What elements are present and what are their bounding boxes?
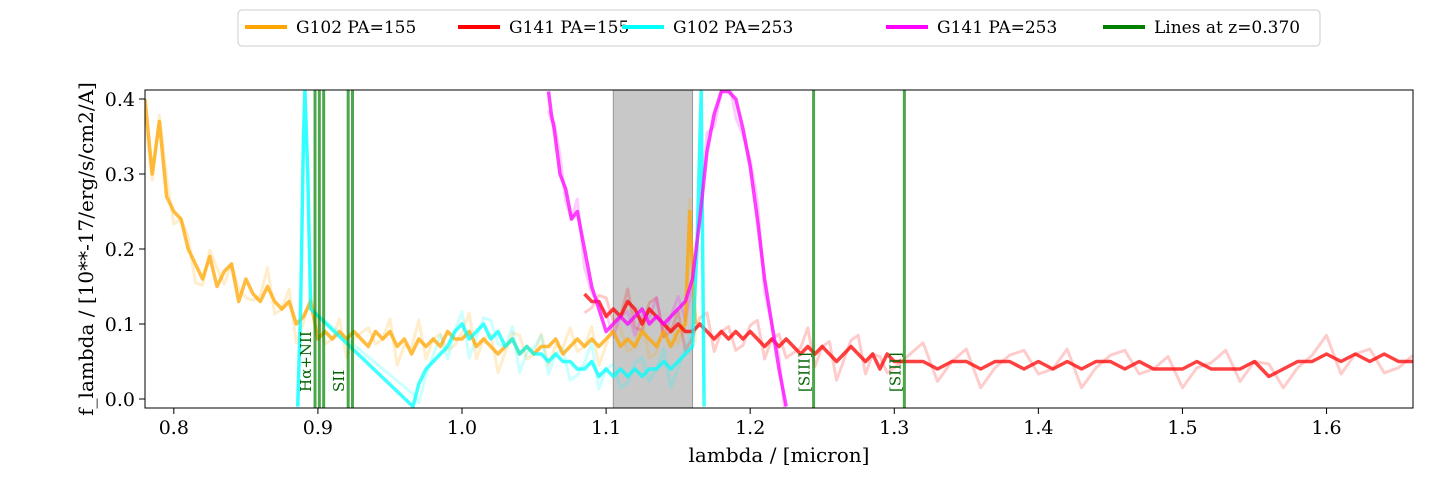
series-line-2 (295, 90, 706, 408)
x-tick-label-5: 1.3 (879, 417, 909, 439)
line-label-6: [SIII] (886, 352, 904, 392)
x-tick-label-0: 0.8 (159, 417, 189, 439)
legend-label-1: G141 PA=155 (509, 18, 629, 38)
x-tick-label-1: 0.9 (303, 417, 333, 439)
line-label-3: SII (330, 370, 348, 392)
series-noise-1 (583, 287, 1413, 390)
x-tick-label-7: 1.5 (1167, 417, 1197, 439)
shaded-region (612, 90, 694, 408)
x-tick-label-8: 1.6 (1311, 417, 1341, 439)
series-line-1 (583, 292, 1413, 379)
x-axis-label: lambda / [micron] (689, 443, 870, 467)
series-line-0 (145, 98, 698, 356)
x-tick-label-6: 1.4 (1023, 417, 1053, 439)
x-tick-label-3: 1.1 (591, 417, 621, 439)
legend-label-3: G141 PA=253 (937, 18, 1057, 38)
legend-label-4: Lines at z=0.370 (1154, 18, 1300, 38)
x-tick-label-2: 1.0 (447, 417, 477, 439)
y-tick-label-3: 0.3 (105, 164, 135, 186)
line-label-0: Hα+NII (297, 331, 315, 392)
line-label-5: [SIII] (796, 352, 814, 392)
legend-label-2: G102 PA=253 (673, 18, 793, 38)
y-tick-label-4: 0.4 (105, 89, 135, 111)
y-tick-label-2: 0.2 (105, 239, 135, 261)
y-axis-label: f_lambda / [10**-17/erg/s/cm2/A] (74, 82, 98, 416)
y-tick-label-1: 0.1 (105, 314, 135, 336)
legend: G102 PA=155 G141 PA=155 G102 PA=253 G141 PA… (237, 9, 1321, 47)
annotations: Hα+NII SII [SIII] [SIII] (297, 331, 904, 392)
legend-box (237, 9, 1321, 47)
series-line-3 (546, 90, 788, 407)
y-tick-label-0: 0.0 (105, 389, 135, 411)
series-noise-0 (145, 113, 697, 375)
legend-label-0: G102 PA=155 (296, 18, 416, 38)
x-tick-label-4: 1.2 (735, 417, 765, 439)
axes: 0.8 0.9 1.0 1.1 1.2 1.3 1.4 1.5 1.6 0.0 0.1 0.2 0.3 0… (105, 89, 1414, 439)
